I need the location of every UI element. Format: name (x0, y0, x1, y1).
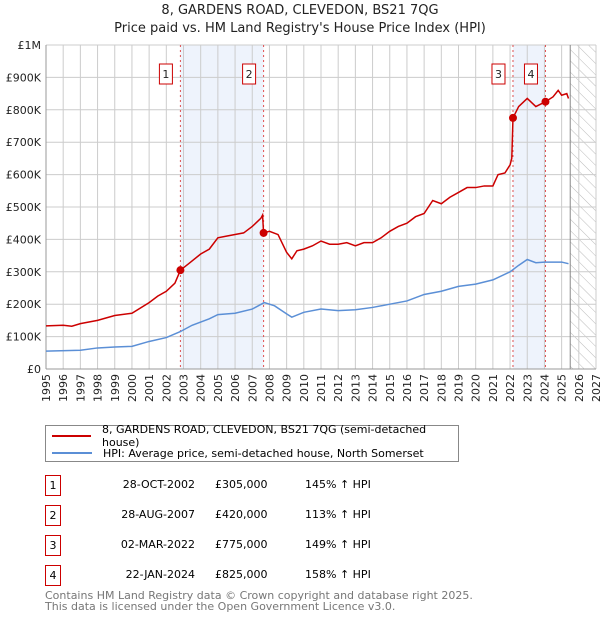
x-tick-label: 2009 (281, 374, 294, 402)
y-tick-label: £600K (6, 169, 42, 182)
y-tick-label: £200K (6, 298, 42, 311)
x-tick-label: 2011 (315, 374, 328, 402)
sale-number-badge: 2 (45, 505, 61, 526)
sale-label-box (523, 63, 538, 85)
x-tick-label: 1997 (74, 374, 87, 402)
sale-date: 02-MAR-2022 (120, 538, 195, 551)
x-tick-label: 2001 (143, 374, 156, 402)
x-tick-label: 2027 (590, 374, 600, 402)
y-tick-label: £1M (18, 39, 42, 52)
x-tick-label: 2016 (401, 374, 414, 402)
x-tick-label: 2023 (521, 374, 534, 402)
sale-point (541, 97, 550, 106)
sale-date: 28-OCT-2002 (122, 478, 195, 491)
x-tick-label: 2017 (418, 374, 431, 402)
footer-line: Contains HM Land Registry data © Crown c… (45, 589, 473, 602)
sale-hpi-change: 149% ↑ HPI (305, 538, 371, 551)
x-tick-label: 2020 (470, 374, 483, 402)
table-row: 3 02-MAR-2022 £775,000 149% ↑ HPI (45, 535, 545, 556)
sale-label-box (158, 63, 173, 85)
legend-label: 8, GARDENS ROAD, CLEVEDON, BS21 7QG (sem… (102, 423, 427, 449)
price-chart: 1995 1996 1997 1998 1999 2000 2001 2002 2003 2004… (6, 39, 600, 402)
sale-number-badge: 1 (45, 475, 61, 496)
x-tick-label: 2026 (573, 374, 586, 402)
x-tick-label: 2021 (487, 374, 500, 402)
x-tick-label: 2000 (126, 374, 139, 402)
y-tick-label: £0 (27, 363, 41, 376)
legend-item-property: 8, GARDENS ROAD, CLEVEDON, BS21 7QG (sem… (52, 423, 458, 449)
x-tick-label: 2008 (263, 374, 276, 402)
x-tick-label: 2007 (246, 374, 259, 402)
sale-price: £825,000 (215, 568, 268, 581)
sale-point (508, 113, 517, 122)
x-tick-label: 2002 (160, 374, 173, 402)
sale-number-badge: 3 (45, 535, 61, 556)
x-tick-label: 1998 (92, 374, 105, 402)
sale-hpi-change: 113% ↑ HPI (305, 508, 371, 521)
x-tick-label: 1999 (109, 374, 122, 402)
x-tick-label: 2006 (229, 374, 242, 402)
sale-label-box (491, 63, 506, 85)
legend-swatch-red (52, 435, 91, 437)
sale-price: £420,000 (215, 508, 268, 521)
y-tick-label: £400K (6, 233, 42, 246)
y-tick-label: £500K (6, 201, 42, 214)
chart-title: 8, GARDENS ROAD, CLEVEDON, BS21 7QG (161, 3, 439, 18)
sale-price: £775,000 (215, 538, 268, 551)
y-tick-label: £700K (6, 136, 42, 149)
table-row: 4 22-JAN-2024 £825,000 158% ↑ HPI (45, 565, 545, 586)
x-tick-label: 2024 (538, 374, 551, 402)
legend-swatch-blue (52, 452, 92, 454)
sale-point (176, 266, 185, 275)
table-row: 2 28-AUG-2007 £420,000 113% ↑ HPI (45, 505, 545, 526)
sale-label-box (242, 63, 257, 85)
x-tick-label: 2019 (453, 374, 466, 402)
sale-label: 1 (162, 68, 169, 81)
y-tick-label: £300K (6, 266, 42, 279)
sale-date: 22-JAN-2024 (125, 568, 195, 581)
footer-line: This data is licensed under the Open Gov… (45, 600, 396, 613)
sale-hpi-change: 158% ↑ HPI (305, 568, 371, 581)
x-tick-label: 1996 (57, 374, 70, 402)
sale-hpi-change: 145% ↑ HPI (305, 478, 371, 491)
x-tick-label: 2005 (212, 374, 225, 402)
x-tick-label: 1995 (40, 374, 53, 402)
chart-subtitle: Price paid vs. HM Land Registry's House … (114, 21, 486, 36)
y-tick-label: £100K (6, 331, 42, 344)
x-tick-label: 2014 (367, 374, 380, 402)
y-tick-label: £900K (6, 71, 42, 84)
x-tick-label: 2004 (195, 374, 208, 402)
series-line (45, 258, 569, 352)
x-tick-label: 2003 (178, 374, 191, 402)
legend-item-hpi: HPI: Average price, semi-detached house,… (52, 445, 424, 461)
table-row: 1 28-OCT-2002 £305,000 145% ↑ HPI (45, 475, 545, 496)
series-line (45, 89, 570, 327)
x-tick-label: 2022 (504, 374, 517, 402)
x-tick-label: 2025 (556, 374, 569, 402)
x-tick-label: 2015 (384, 374, 397, 402)
sale-date: 28-AUG-2007 (121, 508, 195, 521)
sale-point (259, 228, 268, 237)
legend: 8, GARDENS ROAD, CLEVEDON, BS21 7QG (sem… (45, 423, 459, 462)
x-tick-label: 2010 (298, 374, 311, 402)
x-tick-label: 2013 (349, 374, 362, 402)
sale-label: 3 (495, 68, 502, 81)
sale-label: 2 (246, 68, 253, 81)
x-tick-label: 2012 (332, 374, 345, 402)
sale-label: 4 (527, 68, 534, 81)
sale-price: £305,000 (215, 478, 268, 491)
sale-number-badge: 4 (45, 565, 61, 586)
legend-label: HPI: Average price, semi-detached house,… (103, 446, 424, 460)
x-tick-label: 2018 (435, 374, 448, 402)
y-tick-label: £800K (6, 104, 42, 117)
footer: Contains HM Land Registry data © Crown c… (45, 590, 473, 612)
